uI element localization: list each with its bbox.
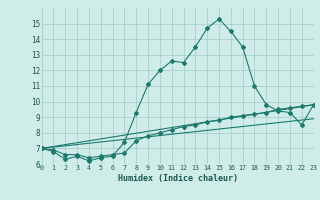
X-axis label: Humidex (Indice chaleur): Humidex (Indice chaleur) xyxy=(118,174,237,183)
